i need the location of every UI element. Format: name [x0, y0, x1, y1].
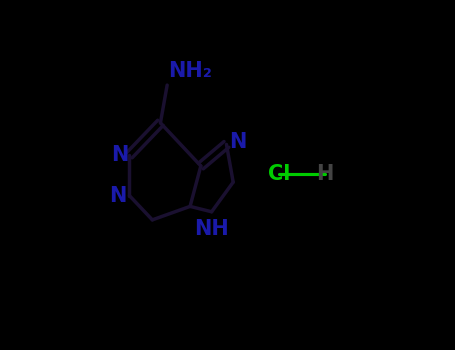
Text: N: N [109, 186, 127, 205]
Text: Cl: Cl [268, 164, 290, 184]
Text: NH: NH [194, 218, 229, 238]
Text: N: N [111, 145, 128, 165]
Text: N: N [229, 132, 247, 152]
Text: H: H [316, 164, 334, 184]
Text: NH₂: NH₂ [168, 61, 212, 81]
